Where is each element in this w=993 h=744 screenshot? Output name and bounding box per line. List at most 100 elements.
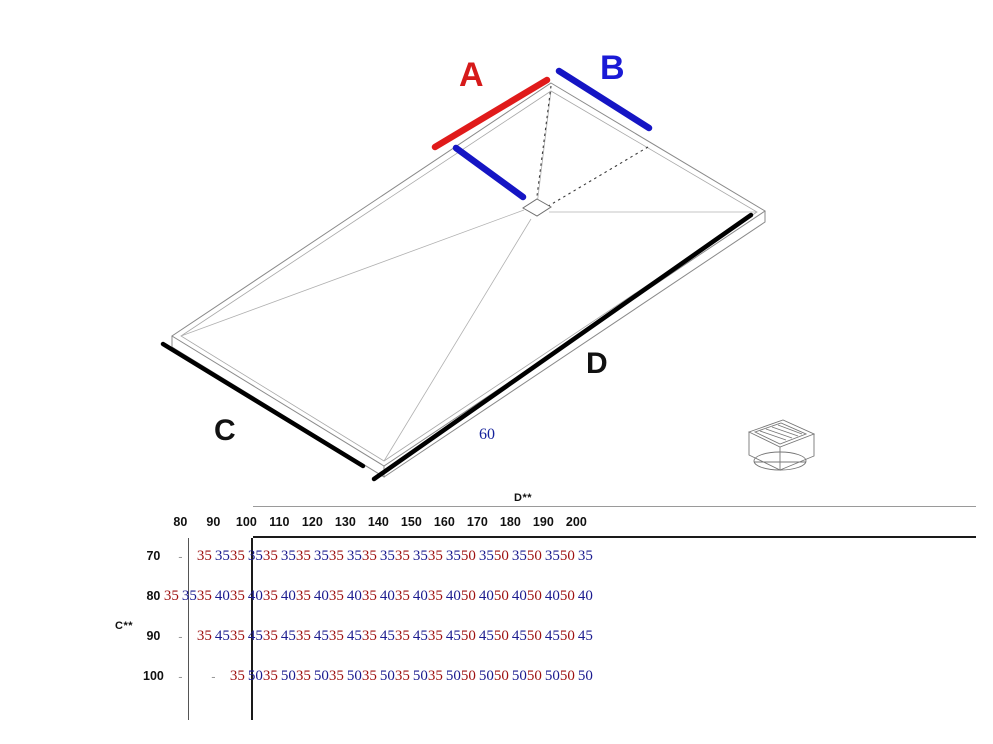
cell-value-secondary: 50 [544, 668, 560, 684]
cell-value-secondary: 40 [313, 588, 329, 604]
cell-value-secondary: 40 [577, 588, 593, 604]
cell-value-primary: 35 [229, 588, 245, 604]
cell-value-primary: 50 [526, 628, 542, 644]
cell-value-secondary: 45 [478, 628, 494, 644]
cell-100-180: 50 50 [494, 656, 527, 696]
dimension-line-b [555, 67, 653, 132]
cell-value-secondary: 35 [511, 548, 527, 564]
cell-value-secondary: 50 [511, 668, 527, 684]
cell-value-primary: 35 [328, 668, 344, 684]
tray-thickness [171, 211, 766, 478]
cell-value-primary: 50 [460, 588, 476, 604]
column-header-190: 190 [532, 515, 554, 529]
cell-90-150: 35 45 [395, 616, 428, 656]
cell-90-200: 50 45 [560, 616, 593, 656]
cell-value-secondary: 45 [247, 628, 263, 644]
cell-value-primary: 35 [229, 628, 245, 644]
cell-value-secondary: 40 [247, 588, 263, 604]
cell-empty-dash: - [178, 548, 183, 564]
cell-90-100: 35 45 [230, 616, 263, 656]
table-rule-vertical [251, 538, 253, 720]
cell-value-primary: 35 [262, 668, 278, 684]
cell-value-primary: 35 [163, 588, 179, 604]
cell-value-secondary: 35 [214, 548, 230, 564]
cell-value-secondary: 40 [544, 588, 560, 604]
cell-value-primary: 50 [493, 588, 509, 604]
shower-tray-drawing: A B C D 60 [160, 49, 816, 482]
table-row: 70-35 35 35 35 35 35 35 35 35 35 35 35 35 35 35 35 50 35 5… [143, 536, 592, 576]
cell-value-secondary: 35 [181, 588, 197, 604]
column-header-100: 100 [235, 515, 257, 529]
dimension-line-c [160, 341, 366, 469]
table-rule-top [253, 506, 976, 507]
cell-value-primary: 35 [394, 548, 410, 564]
cell-value-secondary: 40 [478, 588, 494, 604]
cell-value-secondary: 35 [379, 548, 395, 564]
cell-value-primary: 35 [361, 668, 377, 684]
cell-80-100: 35 40 [230, 576, 263, 616]
cell-value-secondary: 50 [313, 668, 329, 684]
cell-value-primary: 50 [559, 588, 575, 604]
column-header-150: 150 [400, 515, 422, 529]
cell-value-secondary: 45 [280, 628, 296, 644]
label-b: B [600, 49, 625, 87]
dimension-table: 80 90 100 110 120 130 140 150 160 170 180 190 200 70… [143, 508, 593, 696]
cell-value-primary: 35 [295, 588, 311, 604]
table-row: 80 35 35 35 40 35 40 35 40 35 40 35 40 35 40 35 40 35 40 50… [143, 576, 593, 616]
column-header-110: 110 [269, 515, 290, 529]
cell-100-150: 35 50 [395, 656, 428, 696]
cell-value-primary: 35 [196, 628, 212, 644]
cell-80-190: 50 40 [527, 576, 560, 616]
cell-empty-dash: - [211, 668, 216, 684]
cell-empty-dash: - [178, 628, 183, 644]
cell-value-primary: 35 [262, 588, 278, 604]
cell-value-primary: 35 [196, 548, 212, 564]
cell-value-primary: 35 [196, 588, 212, 604]
column-header-140: 140 [367, 515, 389, 529]
cell-value-secondary: 50 [412, 668, 428, 684]
cell-value-primary: 35 [394, 588, 410, 604]
cell-value-primary: 50 [460, 668, 476, 684]
cell-80-120: 35 40 [296, 576, 329, 616]
column-header-90: 90 [206, 515, 221, 529]
cell-value-secondary: 45 [445, 628, 461, 644]
cell-value-primary: 35 [427, 628, 443, 644]
cell-70-140: 35 35 [362, 536, 395, 576]
cell-value-secondary: 35 [544, 548, 560, 564]
cell-value-primary: 35 [328, 588, 344, 604]
cell-value-secondary: 35 [313, 548, 329, 564]
cell-value-secondary: 50 [346, 668, 362, 684]
cell-value-secondary: 35 [346, 548, 362, 564]
cell-value-secondary: 40 [511, 588, 527, 604]
cell-value-secondary: 45 [511, 628, 527, 644]
cell-80-140: 35 40 [362, 576, 395, 616]
cell-value-primary: 50 [526, 588, 542, 604]
cell-value-primary: 35 [229, 668, 245, 684]
cell-value-primary: 35 [229, 548, 245, 564]
dimension-line-d [371, 212, 754, 482]
cell-value-secondary: 35 [247, 548, 263, 564]
cell-value-secondary: 45 [379, 628, 395, 644]
cell-90-120: 35 45 [296, 616, 329, 656]
label-depth-60: 60 [479, 426, 495, 443]
cell-90-160: 35 45 [428, 616, 461, 656]
dimension-table-section: D** C** 80 90 100 110 120 130 140 150 160 170 180 1… [0, 492, 993, 744]
column-header-120: 120 [301, 515, 323, 529]
cell-value-primary: 35 [361, 628, 377, 644]
table-row: 90-35 45 35 45 35 45 35 45 35 45 35 45 35 45 35 45 50 45 5… [143, 616, 593, 656]
cell-90-80: - [164, 616, 197, 656]
cell-value-primary: 50 [493, 628, 509, 644]
cell-value-primary: 50 [526, 668, 542, 684]
cell-value-primary: 35 [427, 548, 443, 564]
cell-90-190: 50 45 [527, 616, 560, 656]
cell-value-primary: 35 [262, 628, 278, 644]
cell-70-80: - [164, 536, 197, 576]
cell-value-primary: 50 [559, 628, 575, 644]
row-header-70: 70 [146, 549, 161, 563]
cell-value-primary: 35 [361, 588, 377, 604]
cell-100-200: 50 50 [560, 656, 593, 696]
cell-80-150: 35 40 [395, 576, 428, 616]
cell-value-primary: 35 [328, 628, 344, 644]
cell-value-secondary: 50 [280, 668, 296, 684]
cell-80-160: 35 40 [428, 576, 461, 616]
